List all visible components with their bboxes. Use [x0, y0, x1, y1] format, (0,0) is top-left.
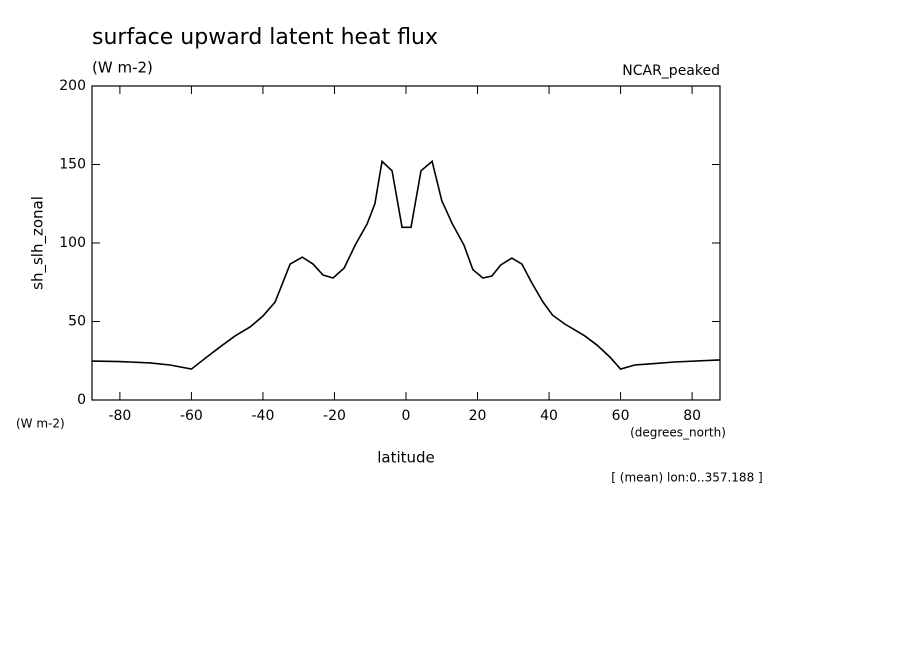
x-tick-label: 40	[540, 408, 558, 424]
x-tick-label: 20	[469, 408, 487, 424]
y-tick-label: 100	[59, 235, 86, 251]
chart-title: surface upward latent heat flux	[92, 25, 438, 50]
note: [ (mean) lon:0..357.188 ]	[611, 471, 762, 485]
y-tick-label: 150	[59, 157, 86, 173]
x-tick-label: 80	[683, 408, 701, 424]
y-tick-label: 50	[68, 314, 86, 330]
subtitle: (W m-2)	[92, 59, 153, 77]
y-tick-label: 0	[77, 392, 86, 408]
plot-frame	[91, 85, 721, 401]
y-axis-label: sh_slh_zonal	[29, 196, 48, 290]
x-tick-label: -60	[180, 408, 203, 424]
x-tick-label: -20	[323, 408, 346, 424]
y-tick-label: 200	[59, 78, 86, 94]
y-units: (W m-2)	[16, 417, 65, 431]
x-axis-label: latitude	[377, 449, 435, 467]
data-line	[92, 159, 720, 370]
x-tick-label: -40	[252, 408, 275, 424]
x-tick-label: -80	[108, 408, 131, 424]
x-tick-label: 60	[612, 408, 630, 424]
dataset-label: NCAR_peaked	[622, 63, 720, 79]
x-tick-label: 0	[402, 408, 411, 424]
x-units: (degrees_north)	[630, 426, 726, 440]
